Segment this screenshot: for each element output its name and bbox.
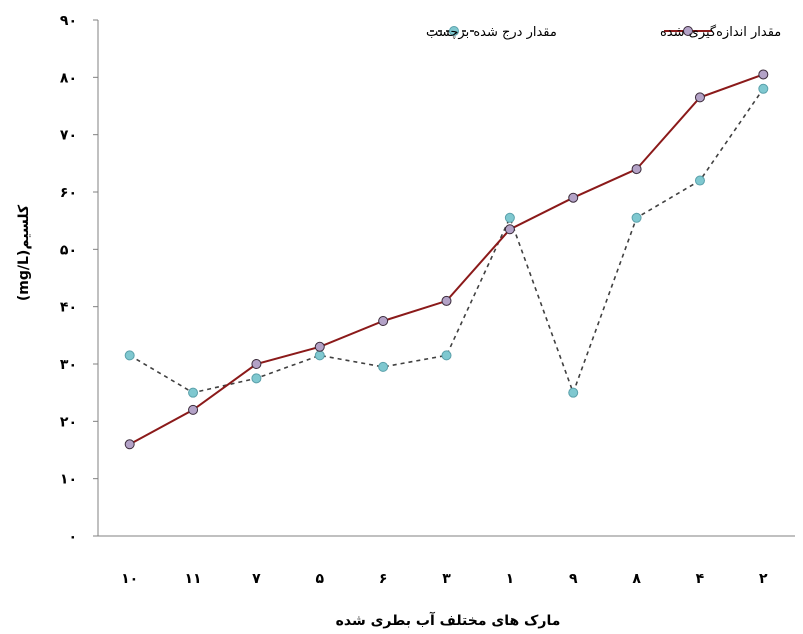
y-tick-label: ۷۰ <box>60 128 77 144</box>
x-tick-label: ۴ <box>696 571 705 587</box>
y-tick-label: ۰ <box>68 529 77 545</box>
x-tick-label: ۱ <box>506 571 515 587</box>
legend: مقدار اندازه‌گیری شده مقدار درج شده برچس… <box>426 24 781 40</box>
data-point-measured <box>441 295 452 306</box>
data-point-labeled <box>758 83 769 94</box>
data-point-measured <box>631 164 642 175</box>
data-point-labeled <box>504 212 515 223</box>
data-point-labeled <box>441 350 452 361</box>
series-line-labeled <box>129 88 764 396</box>
data-point-measured <box>378 316 389 326</box>
data-point-measured <box>314 341 325 352</box>
x-tick-label: ۶ <box>379 571 388 587</box>
x-tick-label: ۵ <box>315 571 324 587</box>
data-point-labeled <box>188 387 199 398</box>
series-line-measured <box>129 73 764 446</box>
legend-swatch-marker-labeled <box>449 26 459 36</box>
data-point-labeled <box>314 350 325 361</box>
y-tick-label: ۳۰ <box>60 357 77 373</box>
data-point-labeled <box>631 212 642 223</box>
y-tick-label: ۶۰ <box>60 185 77 201</box>
data-point-labeled <box>124 350 135 361</box>
x-tick-label: ۲ <box>759 571 768 587</box>
y-tick-label: ۱۰ <box>60 472 77 488</box>
x-tick-label: ۹ <box>569 571 578 587</box>
data-point-labeled <box>378 361 389 372</box>
data-point-labeled <box>251 373 262 384</box>
y-tick-label: ۴۰ <box>60 300 77 316</box>
y-tick-labels: ۰ ۱۰ ۲۰ ۳۰ ۴۰ ۵۰ ۶۰ ۷۰ ۸۰ ۹۰ <box>60 13 98 545</box>
x-tick-label: ۷ <box>252 571 261 587</box>
data-point-measured <box>124 439 135 450</box>
data-point-measured <box>694 92 705 103</box>
legend-swatch-marker-measured <box>683 26 693 36</box>
axes <box>97 20 795 537</box>
data-point-labeled <box>694 175 705 186</box>
data-point-measured <box>758 69 769 80</box>
y-axis-title: کلسیم(mg/L) <box>16 204 32 301</box>
x-tick-label: ۳ <box>442 571 451 587</box>
legend-label-labeled: مقدار درج شده برچسب <box>426 25 557 40</box>
data-point-measured <box>251 359 262 369</box>
legend-label-measured: مقدار اندازه‌گیری شده <box>660 24 781 40</box>
x-tick-labels: ۱۰ ۱۱ ۷ ۵ ۶ ۳ ۱ ۹ ۸ ۴ ۲ <box>121 571 768 587</box>
y-tick-label: ۲۰ <box>60 414 77 430</box>
y-tick-label: ۵۰ <box>60 242 77 258</box>
x-tick-label: ۸ <box>632 571 641 587</box>
x-tick-label: ۱۱ <box>184 571 201 587</box>
series-layer <box>124 69 769 450</box>
data-point-measured <box>504 224 515 235</box>
x-axis-title: مارک های مختلف آب بطری شده <box>336 611 561 629</box>
data-point-measured <box>188 404 199 415</box>
data-point-measured <box>568 192 579 203</box>
x-tick-label: ۱۰ <box>121 571 138 587</box>
data-point-labeled <box>568 387 579 398</box>
y-tick-label: ۹۰ <box>60 13 77 29</box>
y-tick-label: ۸۰ <box>60 70 77 86</box>
